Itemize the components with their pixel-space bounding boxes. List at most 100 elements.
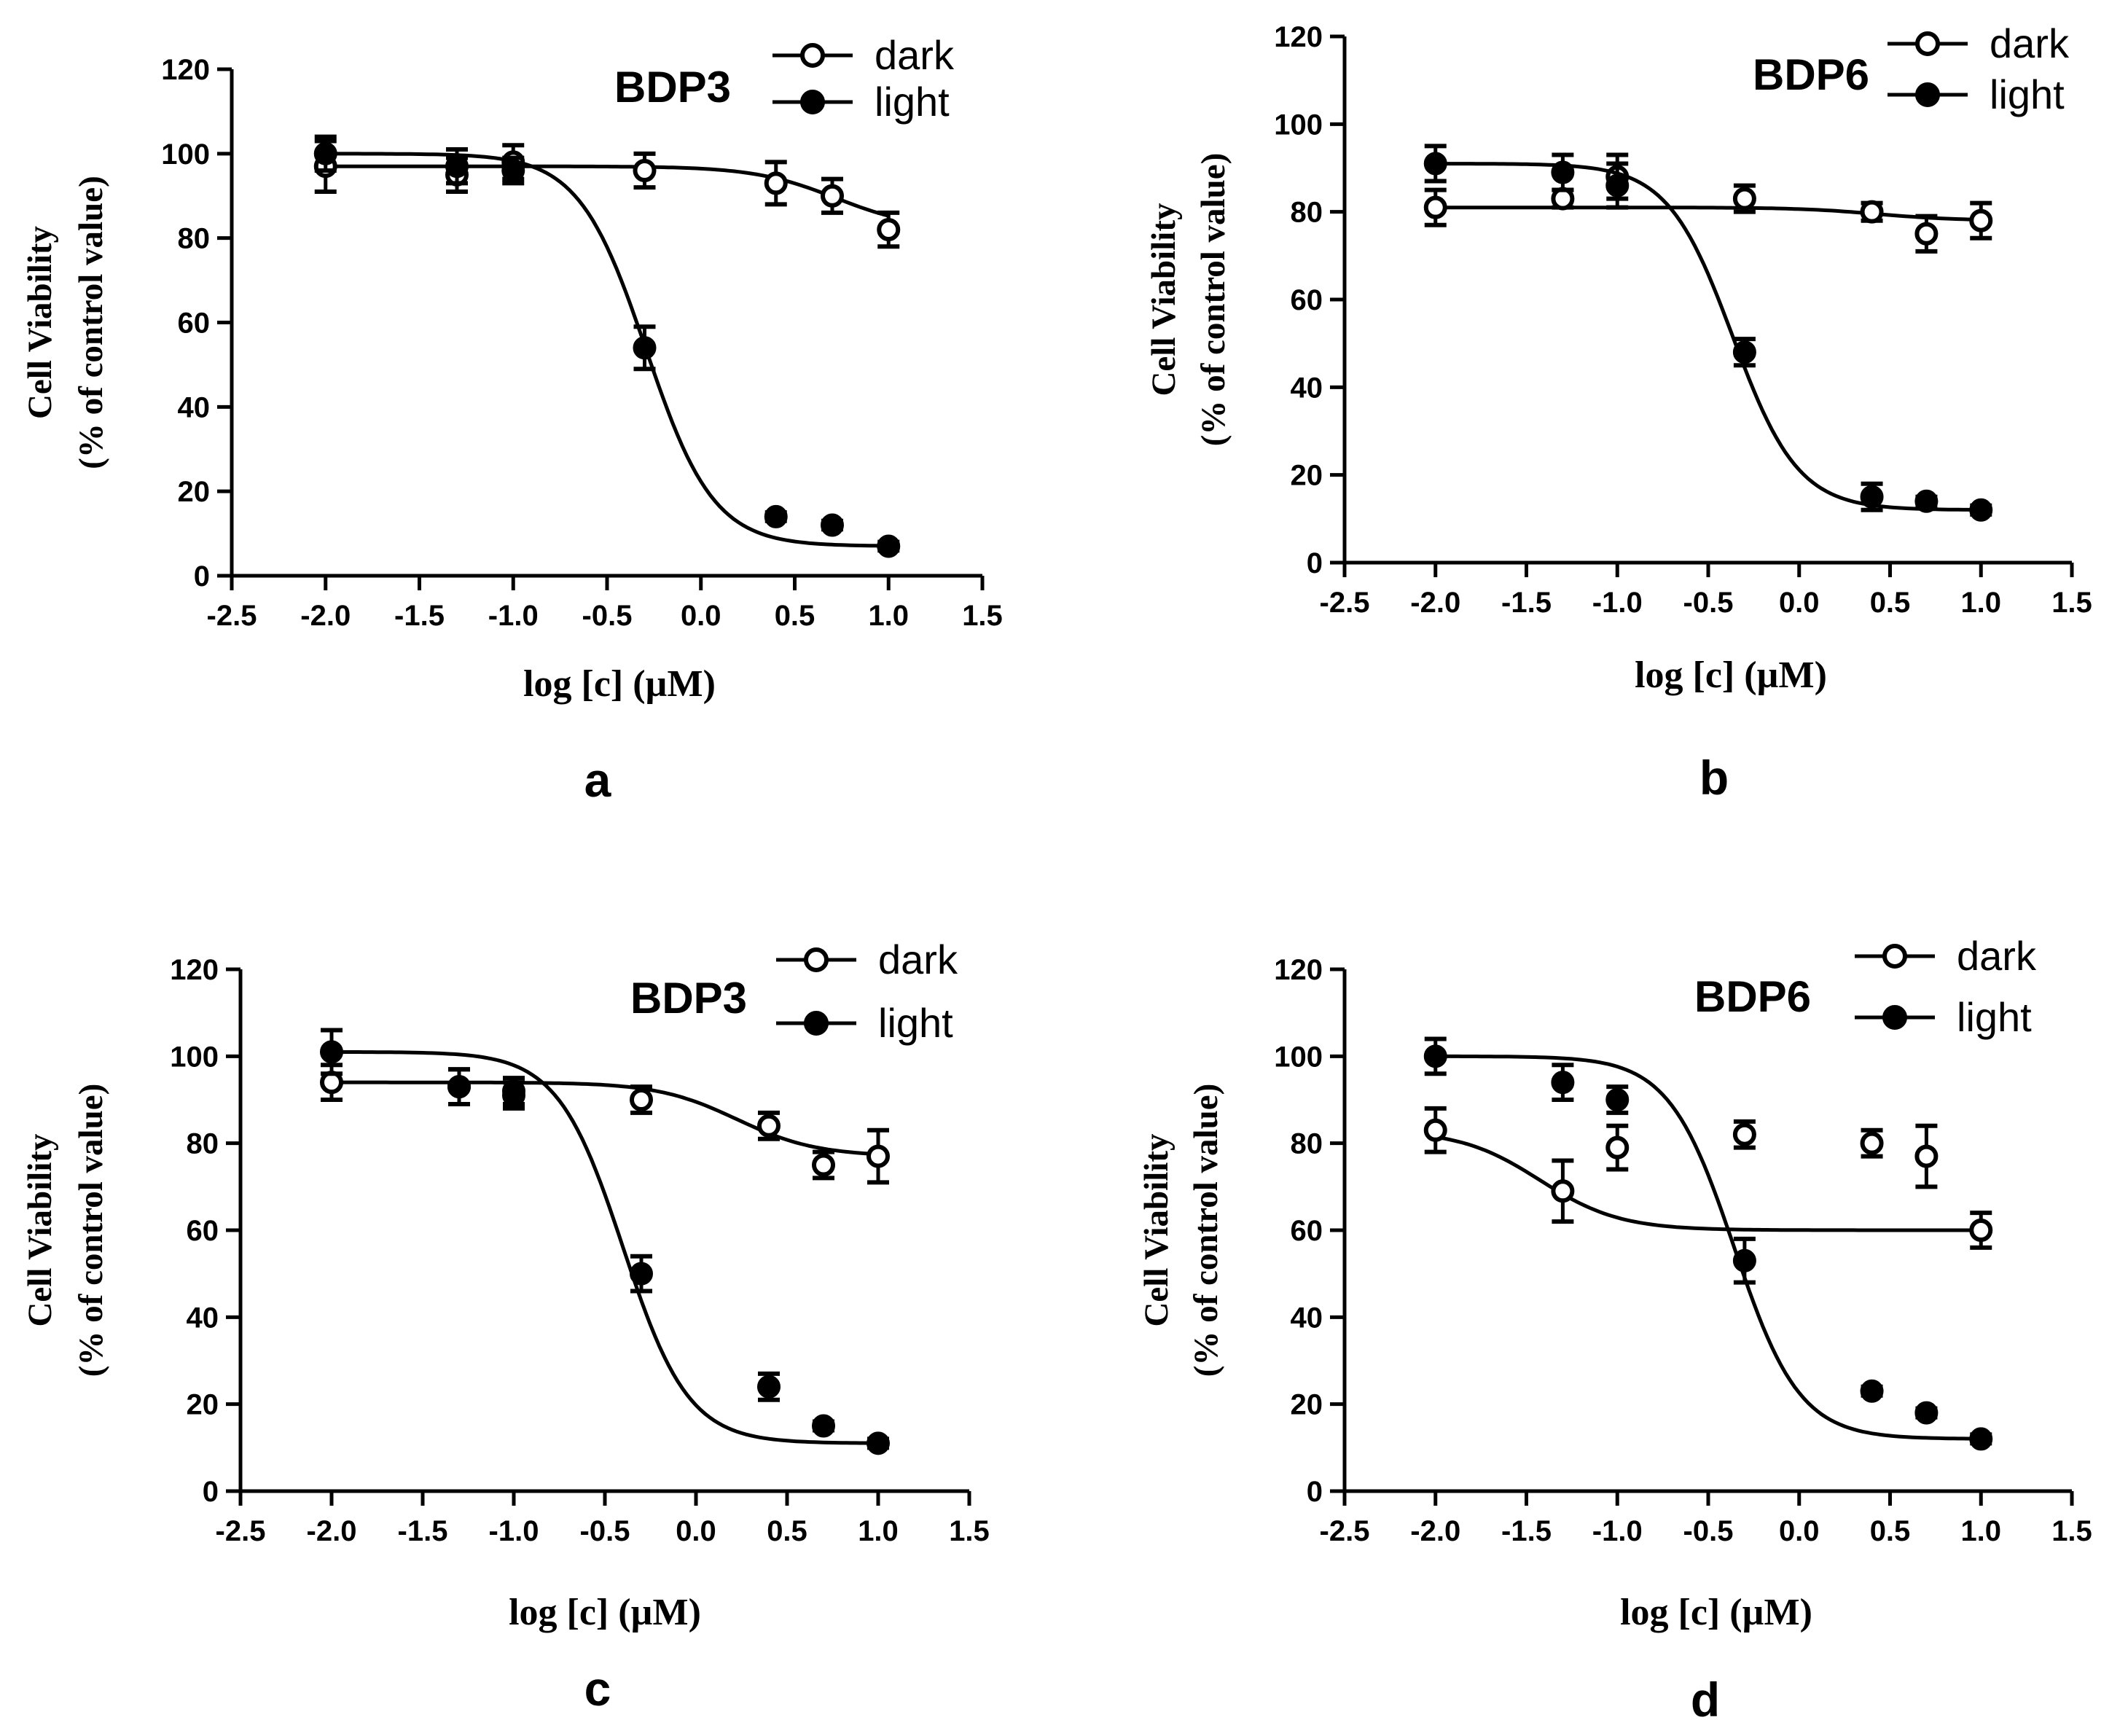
x-tick-label: 1.5 (949, 1515, 990, 1547)
x-tick-label: -1.5 (398, 1515, 448, 1547)
data-point-light (1605, 1088, 1630, 1111)
legend-marker-light (1882, 1005, 1907, 1030)
chart-title: BDP3 (630, 974, 747, 1023)
x-tick-label: -0.5 (580, 1515, 630, 1547)
data-point-dark (877, 218, 901, 242)
data-point-light (1732, 340, 1756, 364)
y-tick-label: 0 (203, 1476, 219, 1508)
panel-label: b (1699, 751, 1729, 805)
y-axis-label: Cell Viability (1145, 203, 1183, 396)
y-tick-label: 60 (187, 1215, 219, 1247)
data-point-light (633, 336, 657, 360)
data-point-dark (867, 1144, 890, 1168)
x-tick-label: 0.5 (1870, 1515, 1911, 1547)
y-tick-label: 40 (1291, 372, 1323, 404)
x-tick-label: -1.0 (1592, 587, 1643, 619)
y-tick-label: 60 (1291, 284, 1323, 316)
x-tick-label: -2.0 (1410, 1515, 1460, 1547)
y-tick-label: 60 (178, 308, 211, 340)
x-axis-label: log [c] (µM) (509, 1592, 701, 1633)
y-tick-label: 120 (170, 954, 219, 986)
y-tick-label: 20 (178, 476, 211, 508)
y-tick-label: 0 (1307, 1476, 1323, 1508)
data-point-light (313, 141, 337, 165)
y-tick-label: 20 (1291, 1389, 1323, 1421)
data-point-dark (821, 184, 844, 208)
data-point-dark (1423, 195, 1447, 219)
y-tick-label: 120 (161, 54, 210, 86)
chart-title: BDP3 (614, 63, 731, 112)
y-axis-label: Cell Viability (21, 225, 59, 419)
data-point-dark (630, 1088, 653, 1111)
data-point-light (1423, 1044, 1447, 1068)
data-point-dark (1914, 222, 1939, 246)
x-tick-label: 1.5 (2051, 587, 2092, 619)
data-point-dark (1732, 1122, 1756, 1146)
y-tick-label: 80 (187, 1128, 219, 1160)
x-tick-label: -2.0 (1410, 587, 1460, 619)
data-point-light (1914, 1401, 1939, 1425)
data-point-light (1860, 485, 1884, 509)
y-tick-label: 60 (1291, 1215, 1323, 1247)
legend-label-dark: dark (1957, 933, 2037, 979)
y-axis-label: (% of control value) (72, 1084, 110, 1377)
x-tick-label: 1.0 (1960, 587, 2001, 619)
y-tick-label: 100 (170, 1041, 219, 1073)
legend-marker-dark (804, 947, 829, 972)
x-axis-label: log [c] (µM) (523, 663, 716, 705)
fit-curve-light (1435, 1054, 1982, 1441)
x-tick-label: 0.0 (1779, 587, 1820, 619)
y-tick-label: 20 (187, 1389, 219, 1421)
fit-curve-light (1435, 162, 1982, 512)
legend-label-light: light (1990, 71, 2065, 117)
panel-a: 0 20 40 60 80 100 120 -2.5 -2.0 -1.5 -1.0 -0.5 0.0 0.… (21, 32, 1003, 807)
panel-label: a (584, 753, 612, 807)
legend-label-light: light (878, 1000, 953, 1046)
x-tick-label: -1.5 (394, 600, 445, 632)
fit-curve-light (325, 152, 889, 548)
panel-c: 0 20 40 60 80 100 120 -2.5 -2.0 -1.5 -1.0 -0.5 0.0 0.… (21, 937, 990, 1716)
x-tick-label: -1.5 (1501, 1515, 1552, 1547)
data-point-light (1423, 152, 1447, 176)
y-axis-label: (% of control value) (1187, 1084, 1225, 1377)
data-point-light (445, 155, 469, 179)
panel-d: 0 20 40 60 80 100 120 -2.5 -2.0 -1.5 -1.0 -0.5 0.0 0.… (1138, 933, 2092, 1727)
legend-marker-dark (1915, 31, 1940, 56)
legend-marker-light (804, 1011, 829, 1036)
data-point-light (1605, 173, 1630, 198)
y-tick-label: 0 (1307, 547, 1323, 579)
data-point-light (1551, 1071, 1575, 1095)
x-tick-label: 1.0 (1960, 1515, 2001, 1547)
data-point-dark (764, 171, 788, 195)
panel-label: c (584, 1662, 611, 1716)
y-tick-label: 20 (1291, 460, 1323, 492)
data-point-light (1969, 1427, 1993, 1451)
x-tick-label: -2.5 (216, 1515, 266, 1547)
x-tick-label: 1.5 (962, 600, 1003, 632)
data-point-light (501, 159, 525, 182)
y-tick-label: 120 (1274, 21, 1323, 53)
data-point-dark (1860, 1131, 1884, 1155)
x-tick-label: -2.0 (307, 1515, 357, 1547)
x-tick-label: 0.0 (676, 1515, 716, 1547)
data-point-dark (633, 159, 657, 182)
x-tick-label: 0.0 (1779, 1515, 1820, 1547)
legend-marker-light (800, 90, 825, 114)
data-point-light (757, 1375, 781, 1399)
y-axis-label: Cell Viability (1138, 1133, 1176, 1327)
legend-marker-light (1915, 82, 1940, 107)
data-point-dark (1732, 187, 1756, 211)
y-tick-label: 80 (1291, 1128, 1323, 1160)
data-point-dark (1423, 1118, 1447, 1142)
x-tick-label: -2.5 (1320, 587, 1370, 619)
x-tick-label: -1.5 (1501, 587, 1552, 619)
x-tick-label: -0.5 (1683, 587, 1734, 619)
y-tick-label: 100 (1274, 1041, 1323, 1073)
fit-curve-dark (1435, 206, 1982, 222)
data-point-dark (1605, 1135, 1630, 1160)
data-point-light (1551, 160, 1575, 184)
x-tick-label: -1.0 (488, 600, 539, 632)
y-tick-label: 0 (194, 560, 210, 593)
data-point-light (821, 513, 844, 537)
